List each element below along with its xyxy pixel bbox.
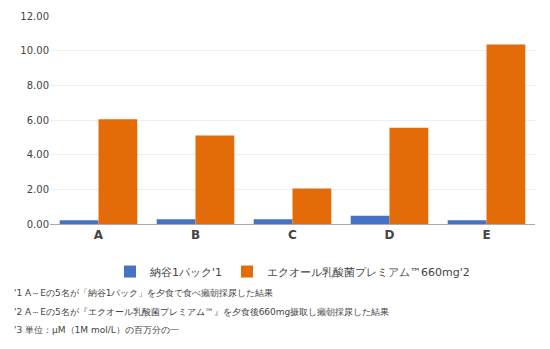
svg-text:6.00: 6.00 <box>27 115 49 126</box>
svg-text:10.00: 10.00 <box>20 45 49 56</box>
svg-text:D: D <box>385 228 395 242</box>
svg-text:'1 A～Eの5名が「納谷1パック」を夕食で食べ癩朝採尿した: '1 A～Eの5名が「納谷1パック」を夕食で食べ癩朝採尿した結果 <box>14 288 273 298</box>
svg-text:エクオール乳酸菌プレミアム™660mg'2: エクオール乳酸菌プレミアム™660mg'2 <box>267 266 470 279</box>
svg-text:C: C <box>288 228 297 242</box>
svg-text:0.00: 0.00 <box>27 219 49 230</box>
svg-text:12.00: 12.00 <box>20 11 49 22</box>
svg-text:4.00: 4.00 <box>27 149 49 160</box>
svg-text:E: E <box>482 228 490 242</box>
svg-text:2.00: 2.00 <box>27 184 49 195</box>
svg-text:'3 単位：μM（1M mol/L）の百万分の一: '3 単位：μM（1M mol/L）の百万分の一 <box>14 325 179 335</box>
svg-text:A: A <box>94 228 104 242</box>
svg-text:B: B <box>191 228 200 242</box>
svg-text:'2 A～Eの5名が『エクオール乳酸菌プレミアム™』を夕食後: '2 A～Eの5名が『エクオール乳酸菌プレミアム™』を夕食後660mg摄取し癩朝… <box>14 307 389 317</box>
svg-text:納谷1パック'1: 納谷1パック'1 <box>150 266 222 279</box>
svg-text:8.00: 8.00 <box>27 80 49 91</box>
